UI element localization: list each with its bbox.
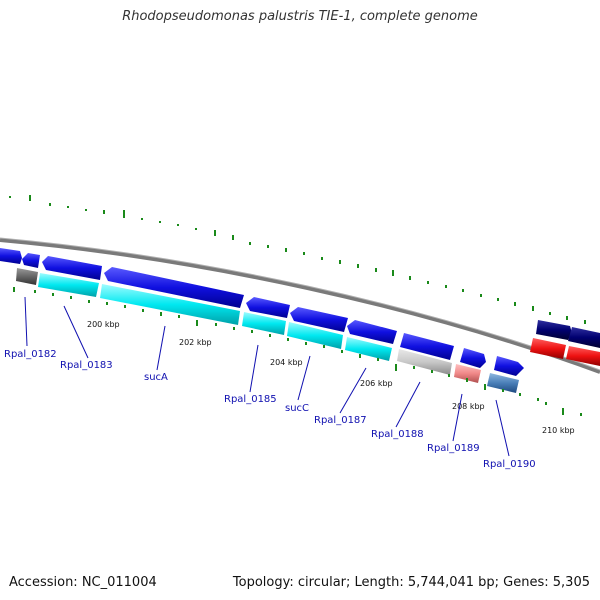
gene-arrow[interactable]	[460, 348, 486, 368]
gene-label[interactable]: Rpal_0187	[314, 415, 367, 426]
gc-content-track	[9, 195, 586, 324]
gene-arrow[interactable]	[400, 333, 454, 360]
feature-block[interactable]	[530, 338, 566, 359]
feature-block[interactable]	[345, 337, 392, 361]
gene-label[interactable]: sucA	[144, 372, 168, 383]
gene-label[interactable]: Rpal_0190	[483, 459, 536, 470]
gene-label[interactable]: Rpal_0185	[224, 394, 277, 405]
genome-backbone	[0, 238, 600, 374]
gene-label[interactable]: Rpal_0182	[4, 349, 57, 360]
scale-labels: 200 kbp 202 kbp 204 kbp 206 kbp 208 kbp …	[87, 320, 575, 435]
scale-track	[13, 287, 582, 416]
gene-labels: Rpal_0182 Rpal_0183 sucA Rpal_0185 sucC …	[4, 349, 536, 470]
scale-label: 208 kbp	[452, 402, 485, 411]
feature-block[interactable]	[100, 284, 240, 325]
scale-label: 200 kbp	[87, 320, 120, 329]
gene-track	[0, 248, 600, 376]
gene-label[interactable]: sucC	[285, 403, 309, 414]
gene-arrow[interactable]	[494, 356, 524, 376]
gene-arrow[interactable]	[0, 248, 22, 264]
gene-label-leaders	[24, 296, 510, 457]
feature-block[interactable]	[16, 268, 38, 285]
gene-label[interactable]: Rpal_0188	[371, 429, 424, 440]
accession-text: Accession: NC_011004	[9, 575, 157, 590]
gene-arrow[interactable]	[347, 320, 397, 344]
gene-arrow[interactable]	[104, 267, 244, 308]
scale-label: 204 kbp	[270, 358, 303, 367]
feature-block[interactable]	[487, 373, 519, 393]
scale-label: 210 kbp	[542, 426, 575, 435]
feature-block[interactable]	[242, 312, 286, 335]
feature-track	[16, 268, 600, 393]
gene-label[interactable]: Rpal_0189	[427, 443, 480, 454]
gene-arrow[interactable]	[22, 253, 40, 268]
feature-block[interactable]	[566, 346, 600, 366]
feature-block[interactable]	[287, 322, 343, 349]
gene-arrow[interactable]	[536, 320, 572, 340]
gene-arrow[interactable]	[246, 297, 290, 318]
gene-arrow[interactable]	[42, 256, 102, 280]
gene-arrow[interactable]	[290, 307, 348, 332]
feature-block[interactable]	[397, 349, 452, 375]
scale-label: 202 kbp	[179, 338, 212, 347]
feature-block[interactable]	[38, 273, 99, 297]
gene-label[interactable]: Rpal_0183	[60, 360, 113, 371]
gene-arrow[interactable]	[568, 327, 600, 348]
scale-label: 206 kbp	[360, 379, 393, 388]
genome-title: Rhodopseudomonas palustris TIE-1, comple…	[122, 9, 478, 24]
genome-summary-text: Topology: circular; Length: 5,744,041 bp…	[232, 575, 590, 590]
feature-block[interactable]	[454, 364, 481, 383]
